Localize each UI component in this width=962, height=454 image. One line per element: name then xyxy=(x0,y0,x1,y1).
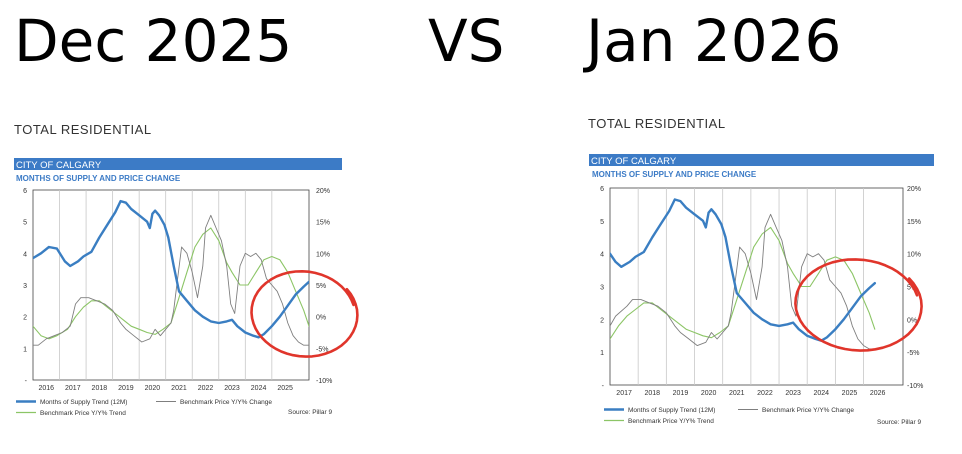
legend-price-change-label: Benchmark Price Y/Y% Change xyxy=(180,399,272,406)
y-left-tick-label: 1 xyxy=(600,350,604,357)
y-left-tick-label: 5 xyxy=(600,219,604,226)
x-tick-label: 2017 xyxy=(616,390,632,397)
legend-months-of-supply-label: Months of Supply Trend (12M) xyxy=(40,399,127,406)
plot-frame xyxy=(609,187,904,386)
y-left-tick-label: 6 xyxy=(23,188,27,195)
red-highlight-circle xyxy=(794,258,923,352)
y-right-tick-label: -5% xyxy=(316,346,328,353)
y-right-tick-label: 20% xyxy=(316,188,330,195)
x-tick-label: 2018 xyxy=(644,390,660,397)
x-tick-label: 2017 xyxy=(65,385,81,392)
legend-months-of-supply-label: Months of Supply Trend (12M) xyxy=(628,407,715,414)
y-left-tick-label: - xyxy=(602,383,605,390)
y-right-tick-label: -10% xyxy=(316,378,332,385)
y-left-tick-label: 2 xyxy=(23,315,27,322)
x-tick-label: 2020 xyxy=(145,385,161,392)
legend-price-trend-label: Benchmark Price Y/Y% Trend xyxy=(40,410,126,417)
red-highlight-circle xyxy=(250,270,359,358)
x-tick-label: 2021 xyxy=(171,385,187,392)
x-tick-label: 2022 xyxy=(198,385,214,392)
x-tick-label: 2025 xyxy=(277,385,293,392)
y-right-tick-label: 5% xyxy=(316,283,326,290)
chart-title: MONTHS OF SUPPLY AND PRICE CHANGE xyxy=(16,174,181,183)
series-line-price-change xyxy=(610,213,876,350)
x-tick-label: 2024 xyxy=(814,390,830,397)
section-title: TOTAL RESIDENTIAL xyxy=(14,122,152,137)
x-tick-label: 2024 xyxy=(251,385,267,392)
y-left-tick-label: 6 xyxy=(600,186,604,193)
y-right-tick-label: 10% xyxy=(316,251,330,258)
y-right-tick-label: -5% xyxy=(907,350,919,357)
x-tick-label: 2019 xyxy=(673,390,689,397)
series-line-months-of-supply xyxy=(610,198,876,342)
y-left-tick-label: 5 xyxy=(23,220,27,227)
y-left-tick-label: 3 xyxy=(23,283,27,290)
section-title: TOTAL RESIDENTIAL xyxy=(588,116,726,131)
x-tick-label: 2019 xyxy=(118,385,134,392)
x-tick-label: 2023 xyxy=(224,385,240,392)
plot-frame xyxy=(32,189,310,381)
y-left-tick-label: 2 xyxy=(600,317,604,324)
y-left-tick-label: 4 xyxy=(600,252,604,259)
x-tick-label: 2016 xyxy=(38,385,54,392)
y-right-tick-label: 20% xyxy=(907,186,921,193)
y-left-tick-label: 1 xyxy=(23,346,27,353)
x-tick-label: 2021 xyxy=(729,390,745,397)
headline-jan-2026: Jan 2026 xyxy=(586,7,842,75)
city-band xyxy=(14,158,342,170)
x-tick-label: 2018 xyxy=(92,385,108,392)
series-line-price-trend xyxy=(33,227,309,340)
x-tick-label: 2022 xyxy=(757,390,773,397)
y-right-tick-label: 0% xyxy=(316,315,326,322)
y-right-tick-label: 15% xyxy=(316,220,330,227)
y-left-tick-label: 3 xyxy=(600,285,604,292)
y-right-tick-label: 0% xyxy=(907,317,917,324)
x-tick-label: 2023 xyxy=(785,390,801,397)
y-left-tick-label: 4 xyxy=(23,251,27,258)
y-right-tick-label: -10% xyxy=(907,383,923,390)
source-label: Source: Pillar 9 xyxy=(288,409,332,416)
source-label: Source: Pillar 9 xyxy=(877,419,921,426)
city-band-label: CITY OF CALGARY xyxy=(591,156,677,167)
city-band-label: CITY OF CALGARY xyxy=(16,160,102,171)
x-tick-label: 2020 xyxy=(701,390,717,397)
headline-dec-2025: Dec 2025 xyxy=(14,7,293,75)
city-band xyxy=(589,154,934,166)
legend-price-trend-label: Benchmark Price Y/Y% Trend xyxy=(628,418,714,425)
x-tick-label: 2025 xyxy=(842,390,858,397)
x-tick-label: 2026 xyxy=(870,390,886,397)
y-left-tick-label: - xyxy=(25,378,28,385)
chart-title: MONTHS OF SUPPLY AND PRICE CHANGE xyxy=(592,170,757,179)
y-right-tick-label: 10% xyxy=(907,252,921,259)
y-right-tick-label: 15% xyxy=(907,219,921,226)
legend-price-change-label: Benchmark Price Y/Y% Change xyxy=(762,407,854,414)
series-line-price-change xyxy=(33,214,309,346)
headline-vs: VS xyxy=(428,7,505,75)
series-line-months-of-supply xyxy=(33,199,309,339)
